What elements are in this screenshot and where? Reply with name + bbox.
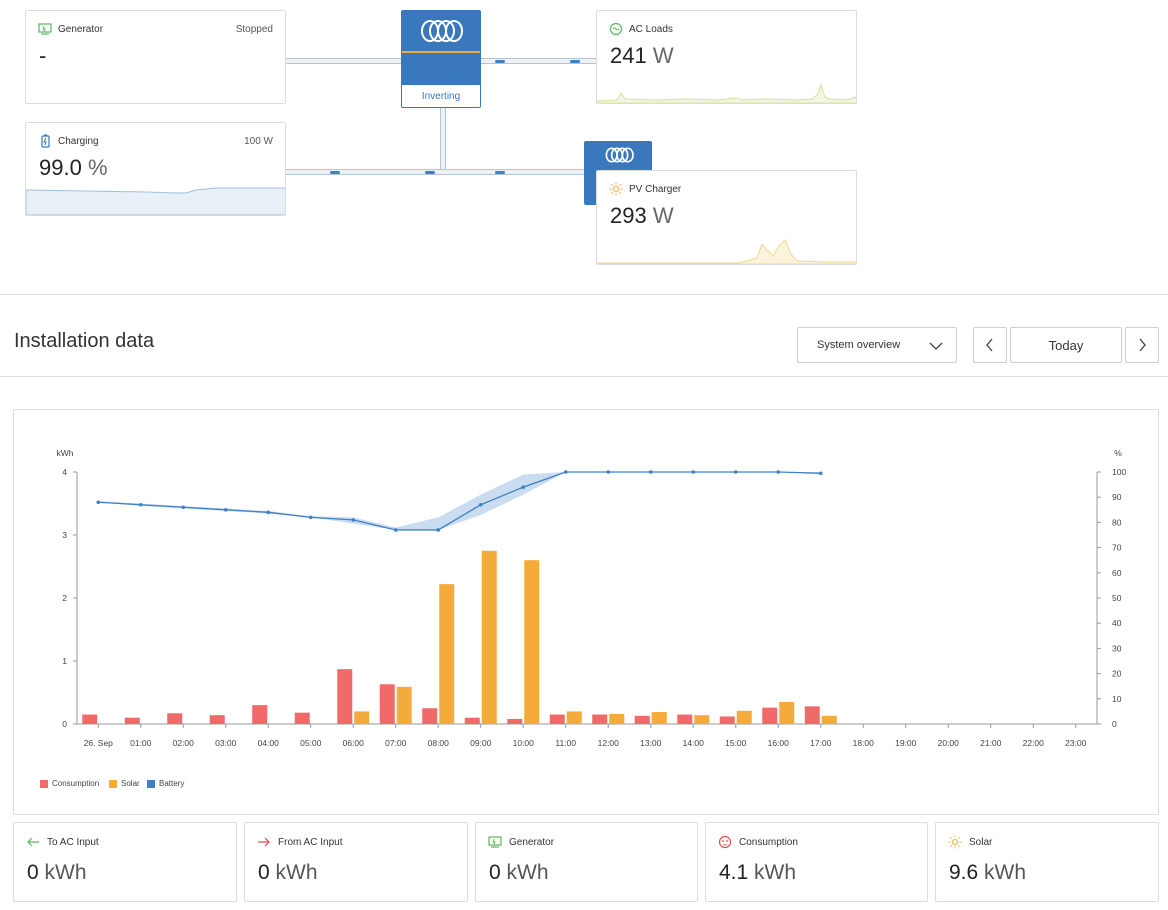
ac-loads-card[interactable]: AC Loads 241 W [596, 10, 857, 104]
battery-dc-bus-line [285, 169, 590, 175]
section-divider [0, 376, 1168, 377]
legend-swatch [40, 779, 48, 788]
pv-charger-sparkline [597, 239, 856, 264]
ac-loads-value: 241 W [610, 43, 674, 68]
legend-swatch [147, 779, 155, 788]
stat-value: 0 kWh [489, 861, 549, 884]
date-label: Today [1048, 337, 1084, 353]
generator-icon [488, 836, 502, 848]
stat-title: To AC Input [47, 837, 99, 848]
chevron-right-icon [1139, 338, 1146, 352]
stat-value: 9.6 kWh [949, 861, 1027, 884]
inverter-accent [402, 51, 480, 53]
stat-value: 0 kWh [258, 861, 318, 884]
legend-battery[interactable]: Battery [147, 779, 184, 788]
battery-sparkline [26, 187, 285, 215]
inverter-dc-line [440, 108, 446, 170]
generator-card[interactable]: Generator Stopped - [25, 10, 286, 104]
next-day-button[interactable] [1125, 327, 1159, 363]
sun-icon [948, 835, 962, 849]
previous-day-button[interactable] [973, 327, 1007, 363]
stat-solar[interactable]: Solar 9.6 kWh [935, 822, 1159, 902]
battery-card[interactable]: Charging 100 W 99.0 % [25, 122, 286, 216]
pv-charger-title: PV Charger [629, 184, 682, 195]
battery-title: Charging [58, 136, 99, 147]
pv-charger-card[interactable]: PV Charger 293 W [596, 170, 857, 265]
date-button[interactable]: Today [1010, 327, 1122, 363]
ac-loads-title: AC Loads [629, 24, 673, 35]
stat-title: Solar [969, 837, 993, 848]
sun-icon [609, 182, 623, 196]
stat-to-ac-input[interactable]: To AC Input 0 kWh [13, 822, 237, 902]
generator-inverter-line [285, 58, 403, 64]
stat-title: From AC Input [278, 837, 343, 848]
stat-title: Consumption [739, 837, 798, 848]
generator-value: - [39, 43, 47, 68]
inverter-body [402, 53, 480, 85]
section-divider [0, 294, 1168, 295]
legend-consumption[interactable]: Consumption [40, 779, 99, 788]
generator-title: Generator [58, 24, 104, 35]
chart-container [13, 409, 1159, 815]
ac-loads-icon [609, 22, 623, 36]
ac-loads-sparkline [597, 83, 856, 103]
chevron-left-icon [986, 338, 993, 352]
battery-charging-icon [41, 134, 50, 148]
stat-consumption[interactable]: Consumption 4.1 kWh [705, 822, 928, 902]
inverter-acloads-line [480, 58, 598, 64]
battery-value: 99.0 % [39, 155, 108, 180]
stat-value: 4.1 kWh [719, 861, 797, 884]
flow-indicator [330, 171, 340, 174]
inverter-status: Inverting [421, 91, 461, 102]
flow-indicator [495, 60, 505, 63]
installation-data-title: Installation data [14, 330, 155, 352]
legend-solar[interactable]: Solar [109, 779, 140, 788]
victron-logo-icon [605, 147, 634, 163]
stat-from-ac-input[interactable]: From AC Input 0 kWh [244, 822, 468, 902]
generator-icon [38, 23, 52, 35]
flow-indicator [570, 60, 580, 63]
battery-power: 100 W [244, 136, 273, 147]
pv-charger-value: 293 W [610, 203, 674, 228]
chevron-down-icon [929, 342, 943, 350]
arrow-right-icon [258, 837, 270, 847]
stat-value: 0 kWh [27, 861, 87, 884]
view-select[interactable]: System overview [797, 327, 957, 363]
arrow-left-icon [27, 837, 39, 847]
stat-generator[interactable]: Generator 0 kWh [475, 822, 698, 902]
legend-swatch [109, 779, 117, 788]
inverter-box[interactable]: Inverting [401, 10, 481, 108]
generator-status: Stopped [235, 24, 273, 35]
stat-title: Generator [509, 837, 555, 848]
view-select-label: System overview [817, 339, 901, 351]
outlet-icon [718, 835, 732, 849]
flow-indicator [495, 171, 505, 174]
flow-indicator [425, 171, 435, 174]
inverter-header [402, 11, 480, 51]
victron-logo-icon [421, 20, 463, 42]
